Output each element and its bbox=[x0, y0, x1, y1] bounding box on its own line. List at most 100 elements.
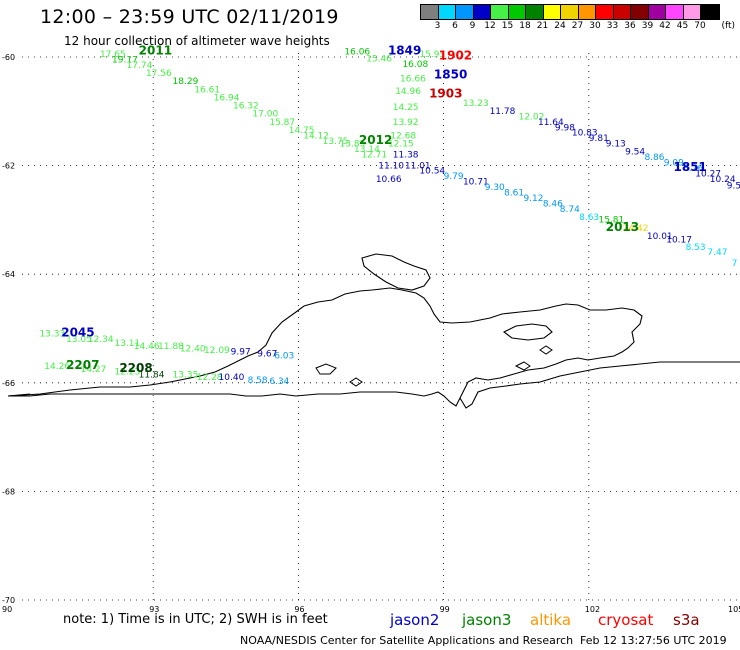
wave-height-reading: 15.81 bbox=[598, 216, 624, 226]
wave-height-reading: 9.97 bbox=[231, 348, 251, 358]
wave-height-reading: 13.11 bbox=[114, 339, 140, 349]
legend-swatch bbox=[438, 5, 456, 19]
wave-height-reading: 15.87 bbox=[269, 118, 295, 128]
pass-time-label: 2208 bbox=[119, 361, 152, 375]
coastline-mainland bbox=[7, 287, 643, 407]
legend-label: 45 bbox=[676, 21, 689, 31]
wave-height-reading: 10.24 bbox=[710, 175, 736, 185]
wave-height-reading: 10.27 bbox=[695, 169, 721, 179]
wave-height-reading: 10.71 bbox=[463, 178, 489, 188]
lat-tick-label: -70 bbox=[2, 596, 15, 605]
wave-height-reading: 12.02 bbox=[519, 112, 545, 122]
wave-height-reading: 9.81 bbox=[589, 134, 609, 144]
satellite-jason3: jason3 bbox=[462, 611, 512, 629]
wave-height-reading: 9.09 bbox=[664, 159, 684, 169]
wave-height-reading: 16.66 bbox=[400, 74, 426, 84]
legend-swatch bbox=[561, 5, 579, 19]
footer-note: note: 1) Time is in UTC; 2) SWH is in fe… bbox=[63, 612, 328, 627]
legend-swatch bbox=[683, 5, 701, 19]
wave-height-reading: 17.56 bbox=[146, 69, 172, 79]
footer-credit: NOAA/NESDIS Center for Satellite Applica… bbox=[240, 634, 727, 647]
wave-height-reading: 9.79 bbox=[444, 172, 464, 182]
wave-height-reading: 13.83 bbox=[340, 140, 366, 150]
lat-tick-label: -64 bbox=[2, 270, 15, 279]
legend-label: 9 bbox=[469, 21, 476, 31]
pass-time-label: 2207 bbox=[66, 358, 99, 372]
page-title: 12:00 – 23:59 UTC 02/11/2019 bbox=[40, 6, 339, 28]
legend-label: 30 bbox=[589, 21, 601, 31]
wave-height-reading: 11.10 bbox=[378, 161, 404, 171]
wave-height-reading: 14.46 bbox=[134, 342, 160, 352]
pass-time-label: 1850 bbox=[434, 68, 467, 82]
pass-time-label: 2045 bbox=[61, 326, 94, 340]
swh-color-legend bbox=[420, 4, 720, 20]
wave-height-reading: 7.47 bbox=[707, 248, 727, 258]
wave-height-reading: 13.14 bbox=[354, 145, 380, 155]
legend-label: 24 bbox=[554, 21, 566, 31]
lon-tick-label: 90 bbox=[2, 605, 12, 614]
wave-height-reading: 6.03 bbox=[274, 351, 294, 361]
legend-label: 39 bbox=[641, 21, 654, 31]
island-small-2 bbox=[349, 377, 363, 387]
legend-swatch bbox=[456, 5, 474, 19]
wave-height-reading: 14.25 bbox=[393, 103, 419, 113]
lon-tick-label: 105 bbox=[728, 605, 740, 614]
legend-swatch bbox=[578, 5, 596, 19]
wave-height-reading: 13.35 bbox=[173, 370, 199, 380]
satellite-cryosat: cryosat bbox=[598, 611, 654, 629]
wave-height-reading: 12.09 bbox=[204, 346, 230, 356]
wave-height-reading: 13.23 bbox=[463, 99, 489, 109]
legend-swatch bbox=[491, 5, 509, 19]
legend-label: 42 bbox=[659, 21, 671, 31]
pass-time-label: 1851 bbox=[674, 160, 707, 174]
legend-label: 33 bbox=[606, 21, 619, 31]
wave-height-reading: 12.34 bbox=[88, 335, 114, 345]
antarctic-coastline bbox=[7, 253, 740, 409]
wave-height-reading: 8.58 bbox=[248, 376, 268, 386]
lat-tick-label: -60 bbox=[2, 53, 15, 62]
wave-height-reading: 16.94 bbox=[214, 93, 240, 103]
wave-height-reading: 14.75 bbox=[289, 126, 315, 136]
legend-swatch bbox=[666, 5, 684, 19]
wave-height-reading: 24.42 bbox=[623, 224, 649, 234]
wave-height-reading: 12.15 bbox=[388, 140, 414, 150]
lat-tick-label: -68 bbox=[2, 487, 15, 496]
wave-height-reading: 13.33 bbox=[39, 330, 65, 340]
pass-time-label: 1849 bbox=[388, 43, 421, 57]
legend-label: 70 bbox=[694, 21, 706, 31]
wave-height-reading: 12.68 bbox=[390, 131, 416, 141]
pass-time-label: 2011 bbox=[139, 43, 172, 57]
wave-height-reading: 15.46 bbox=[366, 54, 392, 64]
legend-unit: (ft) bbox=[721, 21, 736, 31]
lat-tick-label: -62 bbox=[2, 162, 15, 171]
wave-height-reading: 8.76 bbox=[683, 164, 703, 174]
satellite-altika: altika bbox=[530, 611, 572, 629]
time-labels: 2011 1849 1902 1850 1903 2012 1851 2013 2045 2207… bbox=[61, 43, 707, 375]
wave-readings: 17.6519.1717.7417.5618.2916.6116.9416.32… bbox=[39, 47, 740, 387]
wave-height-reading: 9.67 bbox=[257, 350, 277, 360]
pass-time-label: 1903 bbox=[429, 87, 462, 101]
island-north bbox=[361, 253, 431, 291]
legend-swatch bbox=[631, 5, 649, 19]
wave-height-reading: 9.59 bbox=[727, 181, 740, 191]
pass-time-label: 2012 bbox=[359, 133, 392, 147]
wave-height-reading: 11.64 bbox=[538, 118, 564, 128]
wave-height-reading: 14.96 bbox=[395, 87, 421, 97]
wave-height-reading: 9.30 bbox=[485, 183, 505, 193]
wave-height-reading: 9.98 bbox=[555, 123, 575, 133]
wave-height-reading: 18.29 bbox=[173, 77, 199, 87]
wave-height-reading: 10.54 bbox=[419, 167, 445, 177]
island-small-4 bbox=[539, 345, 553, 355]
legend-swatch bbox=[508, 5, 526, 19]
wave-height-reading: 10.01 bbox=[647, 232, 673, 242]
wave-height-reading: 17.74 bbox=[127, 61, 153, 71]
wave-height-reading: 12.28 bbox=[197, 373, 223, 383]
credit-text: NOAA/NESDIS Center for Satellite Applica… bbox=[240, 634, 574, 647]
wave-height-reading: 17.00 bbox=[252, 110, 278, 120]
wave-height-reading: 12.23 bbox=[114, 368, 140, 378]
wave-height-reading: 9.54 bbox=[625, 148, 645, 158]
wave-height-reading: 17.65 bbox=[100, 50, 126, 60]
legend-label: 12 bbox=[484, 21, 496, 31]
wave-height-reading: 9.12 bbox=[523, 194, 543, 204]
